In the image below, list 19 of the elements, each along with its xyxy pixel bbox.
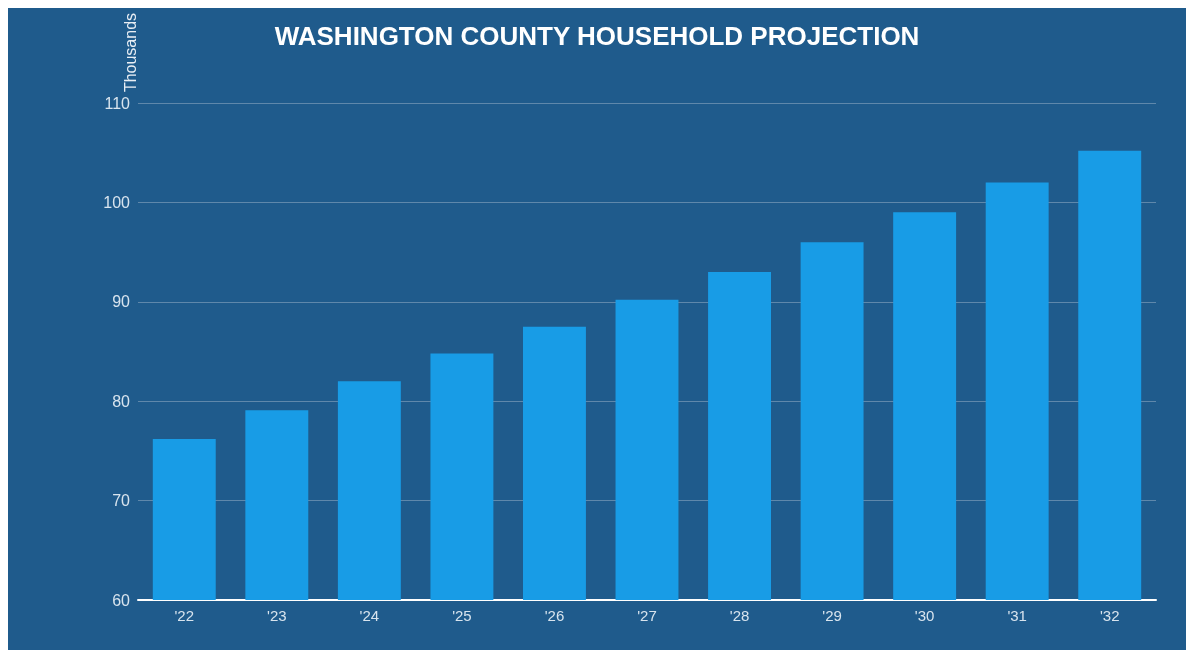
x-tick-label: '28 xyxy=(729,607,750,624)
x-tick-label: '23 xyxy=(267,607,287,624)
y-tick-label: 110 xyxy=(104,94,131,112)
y-tick-label: 100 xyxy=(103,193,131,211)
chart-title: WASHINGTON COUNTY HOUSEHOLD PROJECTION xyxy=(274,21,920,51)
x-tick-label: '32 xyxy=(1099,607,1120,624)
x-tick-label: '22 xyxy=(174,607,195,624)
y-tick-label: 60 xyxy=(112,591,131,609)
y-tick-label: 80 xyxy=(112,392,131,410)
y-tick-label: 70 xyxy=(112,492,131,510)
x-tick-label: '26 xyxy=(544,607,565,624)
x-tick-label: '30 xyxy=(914,607,935,624)
x-tick-label: '31 xyxy=(1007,607,1027,624)
y-axis-title: Thousands xyxy=(121,12,139,93)
x-tick-label: '29 xyxy=(822,607,842,624)
y-tick-label: 90 xyxy=(112,293,131,311)
x-tick-label: '25 xyxy=(452,607,472,624)
x-tick-label: '27 xyxy=(637,607,657,624)
x-tick-label: '24 xyxy=(359,607,380,624)
